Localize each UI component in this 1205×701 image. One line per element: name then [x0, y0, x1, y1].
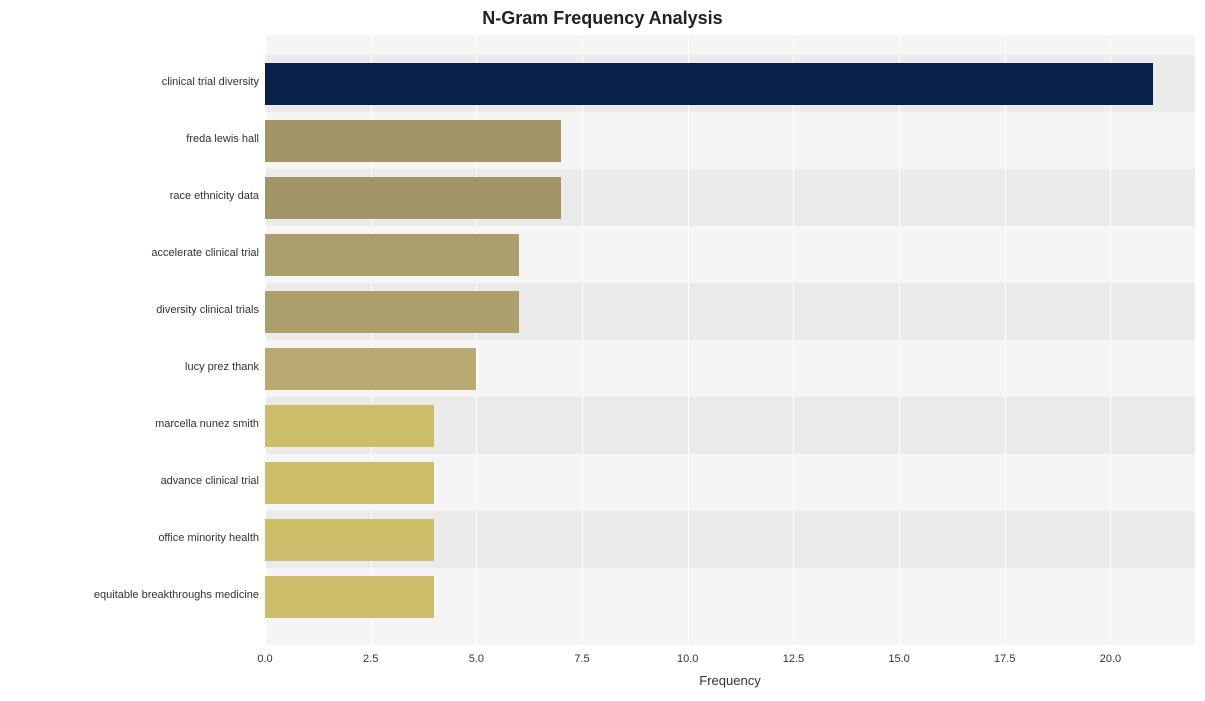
bar — [265, 234, 519, 276]
bar — [265, 177, 561, 219]
x-axis-label: Frequency — [265, 673, 1195, 688]
bar — [265, 291, 519, 333]
y-tick-label: advance clinical trial — [161, 475, 259, 487]
gridline — [582, 35, 583, 645]
y-tick-label: race ethnicity data — [170, 190, 259, 202]
ngram-frequency-chart: N-Gram Frequency Analysis Frequency clin… — [0, 0, 1205, 701]
y-tick-label: office minority health — [158, 532, 259, 544]
bar — [265, 405, 434, 447]
x-tick-label: 7.5 — [574, 653, 589, 665]
y-tick-label: lucy prez thank — [185, 361, 259, 373]
y-tick-label: marcella nunez smith — [155, 418, 259, 430]
x-tick-label: 15.0 — [888, 653, 909, 665]
x-tick-label: 20.0 — [1100, 653, 1121, 665]
x-tick-label: 12.5 — [783, 653, 804, 665]
x-tick-label: 5.0 — [469, 653, 484, 665]
y-tick-label: accelerate clinical trial — [151, 247, 259, 259]
x-tick-label: 2.5 — [363, 653, 378, 665]
bar — [265, 63, 1153, 105]
plot-area — [265, 35, 1195, 645]
y-tick-label: equitable breakthroughs medicine — [94, 589, 259, 601]
gridline — [899, 35, 900, 645]
gridline — [793, 35, 794, 645]
chart-title: N-Gram Frequency Analysis — [0, 8, 1205, 29]
y-tick-label: freda lewis hall — [186, 133, 259, 145]
gridline — [688, 35, 689, 645]
gridline — [1005, 35, 1006, 645]
bar — [265, 348, 476, 390]
y-tick-label: clinical trial diversity — [162, 76, 259, 88]
x-tick-label: 17.5 — [994, 653, 1015, 665]
bar — [265, 519, 434, 561]
x-tick-label: 10.0 — [677, 653, 698, 665]
bar — [265, 462, 434, 504]
y-tick-label: diversity clinical trials — [156, 304, 259, 316]
bar — [265, 120, 561, 162]
bar — [265, 576, 434, 618]
gridline — [1110, 35, 1111, 645]
x-tick-label: 0.0 — [257, 653, 272, 665]
